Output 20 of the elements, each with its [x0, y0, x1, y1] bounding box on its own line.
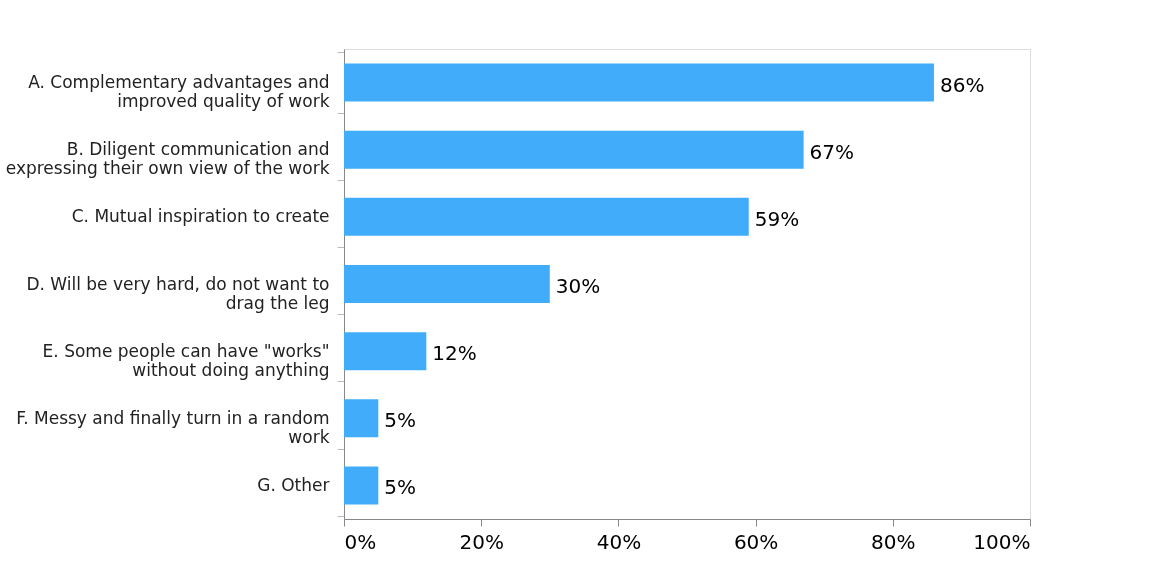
- data-label: 59%: [754, 206, 800, 231]
- x-tick-label: 20%: [459, 529, 504, 554]
- x-tick-label: 0%: [344, 529, 377, 554]
- data-label: 30%: [555, 274, 601, 298]
- y-tick-label: G. Other: [257, 474, 330, 495]
- x-tick-label: 100%: [973, 529, 1031, 554]
- y-tick-label: C. Mutual inspiration to create: [71, 206, 330, 227]
- data-label: 5%: [384, 408, 417, 433]
- x-tick-label: 80%: [871, 529, 916, 554]
- y-tick-label: B. Diligent communication and expressing their own view of the work: [5, 139, 330, 179]
- data-label: 86%: [939, 72, 985, 97]
- y-tick-label: A. Complementary advantages and improved quality of work: [28, 72, 330, 112]
- x-tick-label: 40%: [596, 529, 642, 554]
- y-tick-label: E. Some people can have "works" without doing anything: [42, 340, 330, 380]
- data-label: 12%: [432, 341, 477, 366]
- data-label: 5%: [384, 475, 417, 500]
- x-tick-label: 60%: [733, 529, 779, 554]
- data-label: 67%: [809, 139, 855, 164]
- y-tick-label: F. Messy and finally turn in a random work: [16, 407, 330, 447]
- y-tick-label: D. Will be very hard, do not want to drag the leg: [26, 273, 330, 313]
